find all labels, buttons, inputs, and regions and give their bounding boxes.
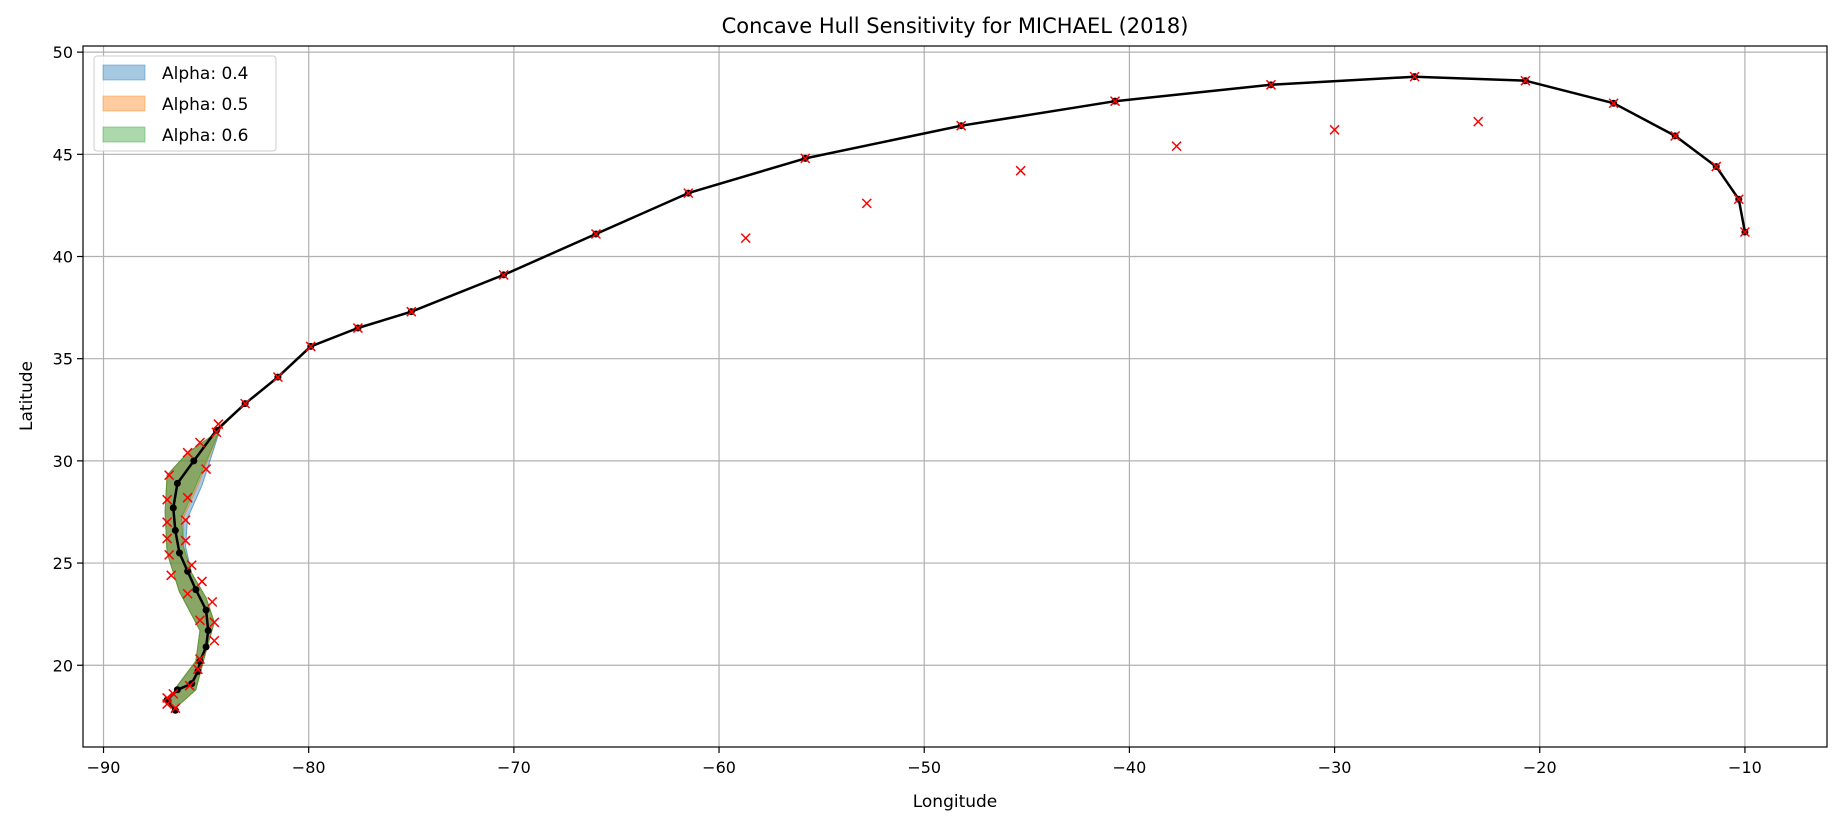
x-marker	[1520, 75, 1531, 86]
x-marker	[162, 692, 173, 703]
x-marker	[740, 233, 751, 244]
track-point	[171, 526, 179, 534]
x-marker	[182, 492, 193, 503]
x-marker	[683, 188, 694, 199]
x-marker	[352, 323, 363, 334]
track-point	[190, 457, 198, 465]
x-marker	[180, 515, 191, 526]
x-marker	[498, 269, 509, 280]
x-marker	[1670, 130, 1681, 141]
legend: Alpha: 0.4 Alpha: 0.5 Alpha: 0.6	[93, 55, 277, 152]
x-marker	[162, 533, 173, 544]
legend-swatch-alpha-05	[102, 95, 146, 112]
y-tick-label: 40	[53, 248, 73, 267]
legend-label-alpha-06: Alpha: 0.6	[162, 126, 249, 146]
track-point	[171, 706, 179, 714]
x-marker	[406, 306, 417, 317]
x-marker	[186, 560, 197, 571]
x-tick-label: −70	[497, 758, 531, 777]
track-point	[194, 667, 202, 675]
chart-title: Concave Hull Sensitivity for MICHAEL (20…	[722, 14, 1189, 38]
legend-swatch-alpha-04	[102, 64, 146, 81]
track-point	[175, 549, 183, 557]
legend-box	[93, 55, 277, 152]
y-tick-label: 45	[53, 145, 73, 164]
x-tick-label: −20	[1523, 758, 1557, 777]
track-point	[202, 643, 210, 651]
x-tick-label: −60	[702, 758, 736, 777]
x-marker	[168, 688, 179, 699]
x-marker	[196, 576, 208, 587]
x-marker	[240, 398, 251, 409]
x-marker	[207, 596, 218, 607]
x-marker	[1711, 161, 1722, 172]
x-marker	[305, 341, 316, 352]
x-marker	[180, 535, 191, 546]
track-point	[184, 567, 192, 575]
x-marker	[1110, 96, 1121, 107]
x-marker	[1015, 165, 1026, 176]
x-marker	[162, 517, 173, 528]
x-marker	[956, 120, 967, 131]
x-marker	[272, 372, 283, 383]
x-marker	[164, 470, 175, 481]
y-tick-label: 25	[53, 554, 73, 573]
x-marker	[170, 703, 181, 714]
x-marker	[211, 427, 222, 438]
x-marker	[194, 654, 205, 665]
x-marker	[166, 570, 177, 581]
x-marker	[861, 198, 872, 209]
legend-label-alpha-05: Alpha: 0.5	[162, 95, 249, 115]
x-marker	[162, 494, 173, 505]
x-marker	[1733, 194, 1744, 205]
x-tick-label: −50	[907, 758, 941, 777]
x-marker	[590, 228, 601, 240]
y-axis-label: Latitude	[17, 361, 37, 431]
y-tick-label: 20	[53, 656, 73, 675]
x-marker	[1265, 79, 1277, 90]
track-point	[173, 479, 181, 487]
x-marker	[164, 549, 175, 560]
x-marker	[209, 635, 220, 646]
x-marker	[184, 680, 195, 691]
x-marker	[1409, 71, 1420, 82]
y-tick-label: 50	[53, 43, 73, 62]
x-marker	[1329, 124, 1340, 135]
track-point	[169, 504, 177, 512]
track-point	[192, 586, 200, 594]
grid-lines	[83, 46, 1827, 747]
x-marker	[213, 419, 224, 430]
track-point	[196, 657, 204, 665]
y-tick-label: 35	[53, 350, 73, 369]
x-marker	[192, 664, 203, 675]
legend-swatch-alpha-06	[102, 126, 146, 143]
x-marker	[194, 615, 205, 626]
x-marker	[1608, 98, 1619, 109]
x-marker	[194, 437, 205, 448]
x-marker	[1739, 226, 1750, 238]
x-tick-label: −90	[87, 758, 121, 777]
marker-group	[162, 71, 1750, 714]
x-marker	[201, 464, 212, 475]
x-tick-label: −80	[292, 758, 326, 777]
x-tick-label: −10	[1728, 758, 1762, 777]
x-marker	[182, 447, 193, 458]
x-tick-label: −30	[1318, 758, 1352, 777]
plot-area-frame	[82, 45, 1828, 748]
x-tick-label: −40	[1113, 758, 1147, 777]
track-point	[202, 606, 210, 614]
legend-label-alpha-04: Alpha: 0.4	[162, 64, 249, 84]
x-axis-label: Longitude	[913, 792, 998, 812]
x-marker	[182, 588, 193, 599]
x-marker	[1171, 141, 1182, 152]
axis-ticks: −90 −80 −70 −60 −50 −40 −30 −20 −10 20 25 30 35 40 45 5…	[53, 43, 1762, 777]
track-point	[204, 627, 212, 635]
x-marker	[209, 617, 220, 628]
x-marker	[1473, 116, 1484, 127]
y-tick-label: 30	[53, 452, 73, 471]
x-marker	[800, 153, 811, 164]
